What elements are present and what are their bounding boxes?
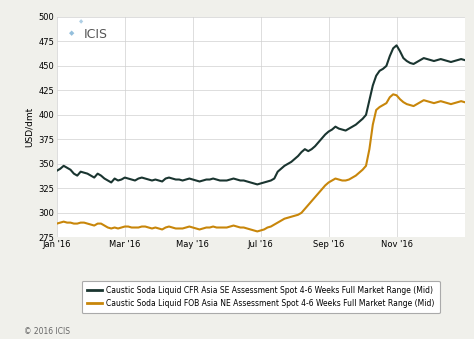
- Text: © 2016 ICIS: © 2016 ICIS: [24, 326, 70, 336]
- Text: ICIS: ICIS: [83, 28, 108, 41]
- Y-axis label: USD/dmt: USD/dmt: [25, 107, 34, 147]
- Text: ◆: ◆: [79, 19, 83, 24]
- Text: ◆: ◆: [69, 30, 74, 36]
- Legend: Caustic Soda Liquid CFR Asia SE Assessment Spot 4-6 Weeks Full Market Range (Mid: Caustic Soda Liquid CFR Asia SE Assessme…: [82, 281, 440, 313]
